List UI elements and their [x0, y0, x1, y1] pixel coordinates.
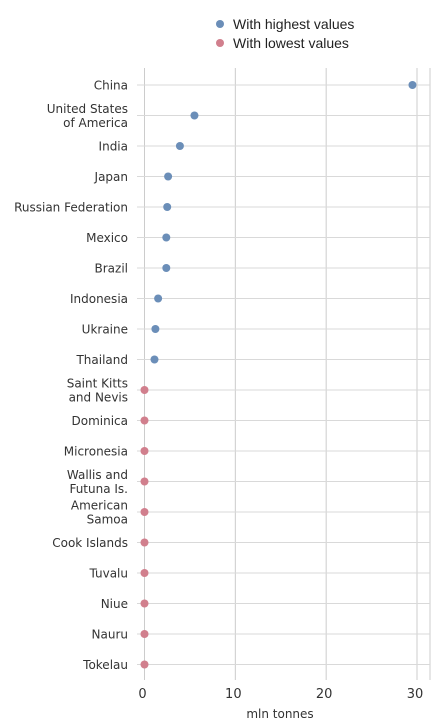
category-label: India [99, 140, 128, 154]
data-point-low [140, 416, 149, 425]
category-label: Wallis and Futuna Is. [67, 468, 128, 496]
category-label: Tuvalu [88, 567, 128, 581]
x-tick-label: 20 [316, 687, 333, 702]
category-label: Nauru [92, 628, 128, 642]
category-label: Thailand [75, 353, 128, 367]
data-point-low [140, 508, 149, 516]
category-label: Brazil [95, 262, 129, 276]
category-label: United States of America [47, 102, 128, 130]
x-tick-label: 10 [225, 687, 242, 702]
category-label: Russian Federation [14, 201, 128, 215]
category-label: Mexico [86, 231, 128, 245]
data-point-low [140, 599, 149, 608]
data-point-high [154, 294, 163, 303]
data-point-high [150, 355, 159, 364]
data-point-low [140, 630, 149, 638]
data-point-high [164, 172, 173, 181]
category-label: Micronesia [64, 445, 128, 459]
category-label: Tokelau [82, 658, 128, 672]
category-label: Niue [101, 597, 128, 611]
data-point-low [140, 386, 149, 394]
x-axis-title: mln tonnes [246, 707, 313, 720]
category-label: American Samoa [71, 499, 128, 527]
legend-marker [216, 39, 224, 47]
data-point-low [140, 569, 149, 577]
category-label: Dominica [72, 414, 129, 428]
category-label: Ukraine [82, 323, 128, 337]
legend: With highest values With lowest values [216, 16, 354, 51]
data-point-low [140, 447, 149, 455]
grid [137, 68, 431, 680]
category-label: China [94, 79, 128, 93]
data-point-high [190, 111, 199, 120]
legend-marker [216, 20, 224, 28]
data-point-high [162, 264, 171, 272]
data-point-high [151, 325, 160, 333]
x-tick-label: 0 [138, 687, 146, 702]
data-point-low [140, 660, 149, 669]
data-point-low [140, 477, 149, 486]
data-point-high [162, 233, 171, 242]
x-tick-label: 30 [407, 687, 424, 702]
category-label: Cook Islands [52, 536, 128, 550]
category-labels: China United States of America India Japan Ru… [14, 79, 128, 673]
category-label: Indonesia [70, 292, 128, 306]
legend-label: With highest values [233, 16, 354, 32]
category-label: Saint Kitts and Nevis [67, 377, 128, 405]
category-label: Japan [94, 170, 128, 184]
x-axis-ticks: 0 10 20 30 [138, 687, 423, 702]
data-point-high [408, 81, 417, 89]
data-point-high [175, 142, 184, 150]
data-point-high [163, 203, 172, 211]
data-points [140, 81, 417, 669]
legend-label: With lowest values [233, 35, 349, 51]
data-point-low [140, 538, 149, 547]
